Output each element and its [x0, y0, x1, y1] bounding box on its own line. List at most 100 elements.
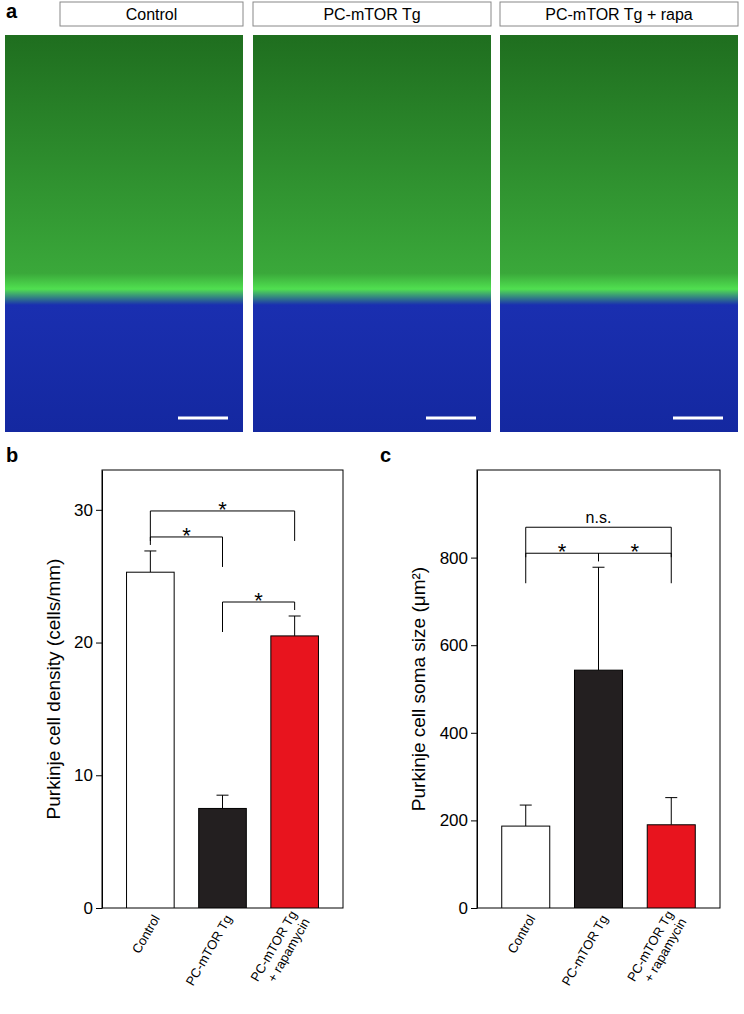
y-axis: 0 10 20 30 — [74, 471, 102, 918]
error-bar — [144, 551, 156, 572]
panel-header-box — [500, 2, 738, 26]
x-tick-label: PC-mTOR Tg — [183, 912, 235, 988]
scale-bar — [426, 417, 476, 420]
panel-header-box — [60, 2, 243, 26]
error-bar-cap — [289, 616, 301, 617]
error-bar-stem — [671, 798, 672, 825]
plot-frame — [102, 470, 343, 908]
significance-label: * — [218, 497, 227, 522]
y-tick: 0 — [459, 899, 477, 918]
error-bar — [593, 567, 605, 670]
error-bar — [217, 795, 229, 808]
x-tick: PC-mTOR Tg+ rapamycin — [624, 908, 689, 991]
significance-label: * — [631, 539, 640, 564]
error-bar-stem — [598, 567, 599, 670]
scale-bar — [673, 417, 723, 420]
y-tick-label: 800 — [440, 549, 468, 568]
panel-label: b — [6, 444, 18, 466]
y-axis-title: Purkinje cell density (cells/mm) — [43, 559, 64, 820]
significance-label: * — [558, 539, 567, 564]
chart: c 0 200 400 600 800 Purkinje cell soma size (μ… — [380, 444, 721, 991]
bar — [502, 826, 550, 908]
error-bar-stem — [525, 805, 526, 826]
y-axis-line — [102, 471, 103, 909]
y-tick-label: 200 — [440, 811, 468, 830]
bar — [574, 670, 622, 908]
y-tick: 30 — [74, 501, 102, 520]
bar — [271, 636, 319, 908]
bars — [502, 567, 696, 908]
bar — [199, 808, 247, 908]
y-tick: 200 — [440, 811, 477, 830]
x-axis: Control PC-mTOR TgPC-mTOR Tg+ rapamycin — [478, 908, 721, 991]
y-tick-label: 30 — [74, 501, 93, 520]
micrograph — [253, 35, 491, 432]
y-tick-mark — [96, 775, 102, 776]
scale-bar — [178, 417, 228, 420]
x-tick: PC-mTOR Tg — [559, 908, 611, 988]
micrograph — [500, 35, 738, 432]
y-tick-label: 10 — [74, 766, 93, 785]
chart: b 0 10 20 30 Purkinje cell density (cells/mm)… — [6, 444, 344, 991]
y-tick: 400 — [440, 724, 477, 743]
x-axis: Control PC-mTOR TgPC-mTOR Tg+ rapamycin — [103, 908, 344, 991]
y-tick-mark — [96, 643, 102, 644]
y-tick: 20 — [74, 633, 102, 652]
x-axis-line — [103, 908, 344, 909]
x-tick-label: Control — [129, 912, 163, 956]
micrograph — [5, 35, 243, 432]
y-tick-label: 0 — [84, 899, 93, 918]
y-tick-label: 400 — [440, 724, 468, 743]
figure: a Control PC-mTOR Tg PC-mTOR Tg + rapa b 0 10 2… — [0, 0, 744, 1014]
x-tick-label: Control — [504, 912, 538, 956]
error-bar-cap — [593, 567, 605, 568]
error-bar-stem — [294, 616, 295, 636]
x-tick: PC-mTOR Tg — [183, 908, 235, 988]
y-tick-mark — [471, 645, 477, 646]
x-axis-line — [478, 908, 721, 909]
y-tick-mark — [471, 558, 477, 559]
bar — [647, 825, 695, 908]
panel-header: PC-mTOR Tg — [323, 6, 420, 23]
panel-label: a — [6, 0, 18, 22]
y-tick-label: 600 — [440, 636, 468, 655]
x-tick: Control — [504, 908, 538, 956]
error-bar-stem — [222, 795, 223, 808]
y-tick-mark — [471, 820, 477, 821]
y-axis-line — [477, 471, 478, 909]
y-tick-label: 0 — [459, 899, 468, 918]
error-bar-cap — [144, 550, 156, 551]
error-bar-cap — [217, 795, 229, 796]
y-tick: 800 — [440, 549, 477, 568]
error-bar-cap — [520, 805, 532, 806]
y-tick-mark — [471, 908, 477, 909]
significance-label: n.s. — [586, 509, 612, 526]
x-tick: Control — [129, 908, 163, 956]
panel-header: PC-mTOR Tg + rapa — [545, 6, 693, 23]
y-axis: 0 200 400 600 800 — [440, 471, 478, 918]
y-tick: 0 — [84, 899, 102, 918]
y-tick-label: 20 — [74, 633, 93, 652]
x-tick: PC-mTOR Tg+ rapamycin — [247, 908, 312, 991]
error-bar-stem — [150, 551, 151, 572]
panel-header: Control — [126, 6, 178, 23]
panel-label: c — [380, 444, 391, 466]
significance-label: * — [182, 523, 191, 548]
error-bar — [665, 798, 677, 825]
y-tick-mark — [96, 908, 102, 909]
y-tick: 10 — [74, 766, 102, 785]
y-tick-mark — [96, 510, 102, 511]
x-tick-label: PC-mTOR Tg+ rapamycin — [247, 908, 312, 991]
x-tick-label: PC-mTOR Tg — [559, 912, 611, 988]
error-bar — [520, 805, 532, 826]
y-axis-title: Purkinje cell soma size (μm²) — [408, 567, 429, 811]
bar — [127, 572, 175, 908]
plot-frame — [477, 470, 720, 908]
bars — [127, 551, 319, 908]
error-bar — [289, 616, 301, 636]
panel-header-box — [253, 2, 491, 26]
y-tick: 600 — [440, 636, 477, 655]
error-bar-cap — [665, 797, 677, 798]
y-tick-mark — [471, 733, 477, 734]
significance-label: * — [254, 588, 263, 613]
